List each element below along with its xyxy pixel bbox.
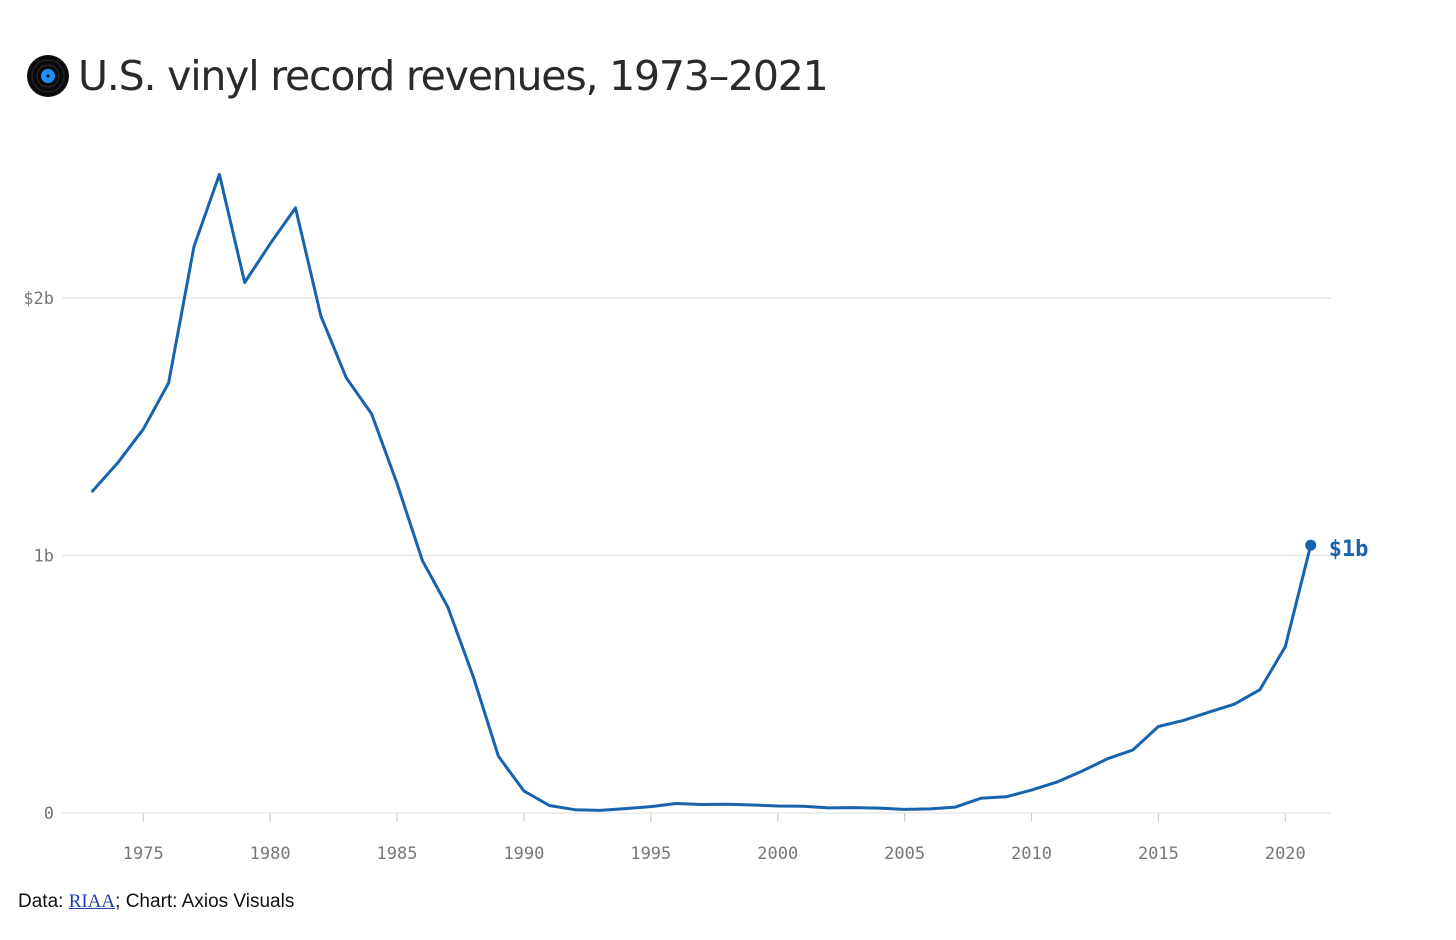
x-tick-label-1: 1980 <box>250 844 291 864</box>
x-tick-label-8: 2015 <box>1138 844 1179 864</box>
y-tick-label-1: 1b <box>34 547 54 567</box>
x-tick-label-9: 2020 <box>1265 844 1306 864</box>
x-tick-label-6: 2005 <box>884 844 925 864</box>
title-row: U.S. vinyl record revenues, 1973–2021 <box>26 48 829 104</box>
x-tick-label-5: 2000 <box>757 844 798 864</box>
x-tick-label-2: 1985 <box>377 844 418 864</box>
series-line <box>91 172 1313 812</box>
vinyl-record-icon <box>27 55 69 97</box>
footer-prefix: Data: <box>18 891 69 912</box>
x-tick-label-7: 2010 <box>1011 844 1052 864</box>
x-tick-label-3: 1990 <box>503 844 544 864</box>
source-footer: Data: RIAA; Chart: Axios Visuals <box>18 891 294 913</box>
y-tick-label-0: 0 <box>44 804 54 824</box>
chart-title: U.S. vinyl record revenues, 1973–2021 <box>78 52 829 100</box>
x-tick-label-4: 1995 <box>630 844 671 864</box>
source-link[interactable]: RIAA <box>68 891 116 912</box>
footer-suffix: ; Chart: Axios Visuals <box>115 891 295 912</box>
y-tick-label-2: $2b <box>23 289 54 309</box>
end-point-marker <box>1305 539 1317 551</box>
end-point-label: $1b <box>1329 537 1369 562</box>
x-tick-label-0: 1975 <box>123 844 164 864</box>
